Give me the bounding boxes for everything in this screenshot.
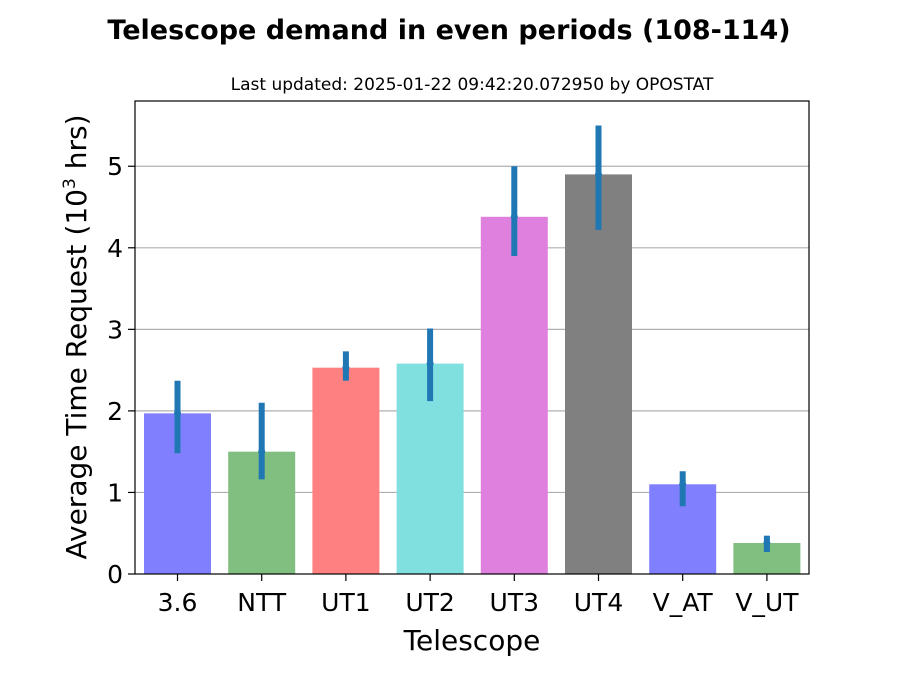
error-bar-center xyxy=(342,364,350,372)
y-axis-ticks: 0 1 2 3 4 5 xyxy=(107,152,135,589)
x-tick-label: 3.6 xyxy=(158,588,198,617)
y-tick-label: 0 xyxy=(107,560,123,589)
x-tick-label: UT4 xyxy=(574,588,623,617)
bar-ut3 xyxy=(480,216,548,574)
error-bar-center xyxy=(174,409,181,417)
y-axis-label: Average Time Request (103 hrs) xyxy=(60,115,93,560)
error-bar-center xyxy=(595,170,602,178)
error-bars xyxy=(174,125,771,552)
bars xyxy=(144,174,801,574)
chart-subtitle: Last updated: 2025-01-22 09:42:20.072950… xyxy=(231,75,714,95)
x-tick-label: V_AT xyxy=(653,588,714,617)
y-tick-label: 4 xyxy=(107,234,123,263)
chart-title: Telescope demand in even periods (108-11… xyxy=(107,15,790,46)
error-bar-center xyxy=(426,360,434,368)
y-tick-label: 2 xyxy=(107,397,123,426)
x-tick-label: UT1 xyxy=(321,588,370,617)
error-bar-center xyxy=(679,480,687,488)
x-axis-ticks: 3.6 NTT UT1 UT2 UT3 UT4 V_AT V_UT xyxy=(158,574,799,617)
y-tick-label: 5 xyxy=(107,152,123,181)
gridlines xyxy=(135,165,809,494)
x-axis-label: Telescope xyxy=(403,624,541,657)
plot-frame xyxy=(134,100,810,575)
x-tick-label: UT3 xyxy=(490,588,539,617)
bar-ut1 xyxy=(312,367,380,574)
error-bar-center xyxy=(763,539,771,547)
error-bar-center xyxy=(510,213,518,221)
error-bar-center xyxy=(258,448,266,456)
y-tick-label: 3 xyxy=(107,315,123,344)
x-tick-label: UT2 xyxy=(405,588,454,617)
x-tick-label: V_UT xyxy=(735,588,799,617)
x-tick-label: NTT xyxy=(237,588,287,617)
y-tick-label: 1 xyxy=(107,478,123,507)
bar-ut4 xyxy=(565,174,632,574)
